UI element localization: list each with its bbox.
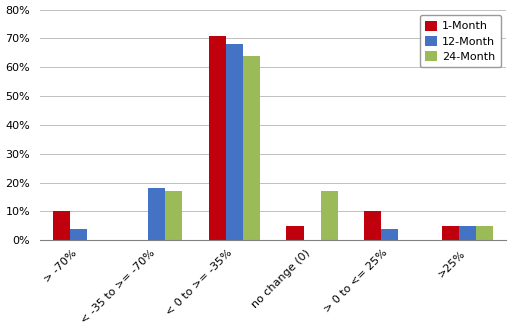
Bar — [148, 188, 165, 240]
Bar — [70, 229, 88, 240]
Legend: 1-Month, 12-Month, 24-Month: 1-Month, 12-Month, 24-Month — [420, 15, 501, 68]
Bar — [226, 44, 243, 240]
Bar — [442, 226, 459, 240]
Bar — [165, 191, 182, 240]
Bar — [321, 191, 338, 240]
Bar — [243, 56, 260, 240]
Bar — [381, 229, 398, 240]
Bar — [364, 212, 381, 240]
Bar — [459, 226, 476, 240]
Bar — [209, 35, 226, 240]
Bar — [286, 226, 304, 240]
Bar — [53, 212, 70, 240]
Bar — [476, 226, 493, 240]
